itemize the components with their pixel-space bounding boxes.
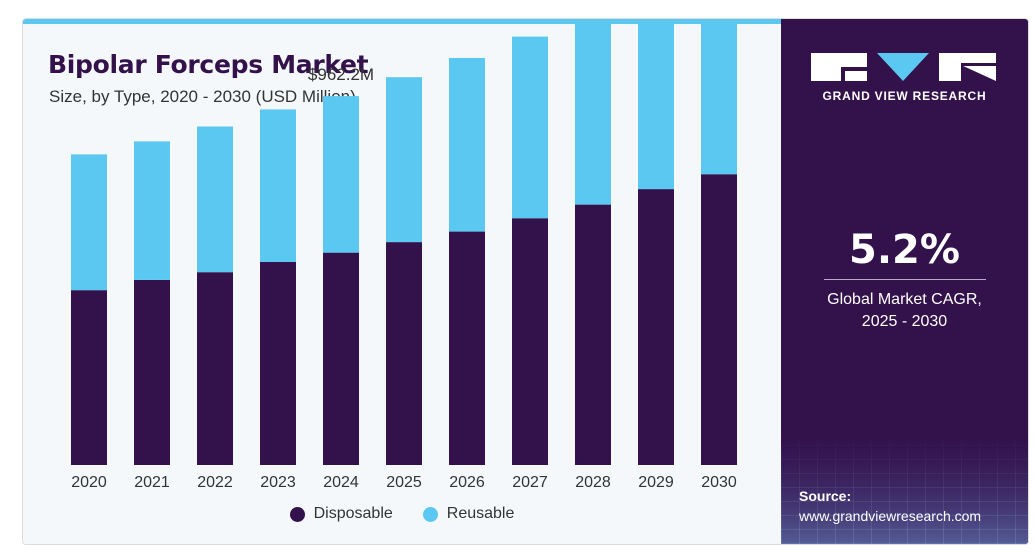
chart-title: Bipolar Forceps Market [48, 50, 369, 79]
cagr-value: 5.2% [849, 227, 960, 273]
source-url[interactable]: www.grandviewresearch.com [799, 508, 982, 524]
x-tick-labels: 2020 2021 2022 2023 2024 2025 2026 2027 2028 2029… [71, 474, 737, 491]
legend-label-disposable: Disposable [313, 505, 393, 522]
bar-disposable-2028 [575, 204, 611, 465]
x-tick-label-2023: 2023 [260, 474, 296, 491]
bar-reusable-2025 [386, 77, 422, 243]
cagr-label: Global Market CAGR, 2025 - 2030 [781, 289, 1028, 333]
bar-reusable-2022 [197, 126, 233, 273]
bar-reusable-2027 [512, 36, 548, 219]
decorative-grid-background [781, 434, 1028, 544]
x-tick-label-2020: 2020 [71, 474, 107, 491]
bar-disposable-2025 [386, 242, 422, 465]
x-tick-label-2027: 2027 [512, 474, 548, 491]
bar-disposable-2021 [134, 279, 170, 465]
x-tick-label-2024: 2024 [323, 474, 359, 491]
x-tick-label-2026: 2026 [449, 474, 485, 491]
bar-reusable-2029 [638, 24, 674, 190]
x-tick-label-2030: 2030 [701, 474, 737, 491]
side-panel: GRAND VIEW RESEARCH 5.2% Global Market C… [781, 19, 1028, 544]
bar-reusable-2024 [323, 96, 359, 253]
grand-view-research-logo [811, 53, 996, 81]
x-tick-label-2029: 2029 [638, 474, 674, 491]
bar-reusable-2020 [71, 154, 107, 291]
x-tick-label-2025: 2025 [386, 474, 422, 491]
bar-reusable-2030 [701, 24, 737, 175]
source-note: Source: www.grandviewresearch.com [799, 486, 981, 526]
bar-disposable-2027 [512, 218, 548, 465]
bar-disposable-2020 [71, 290, 107, 465]
x-tick-label-2028: 2028 [575, 474, 611, 491]
infographic-card: Bipolar Forceps Market Size, by Type, 20… [22, 18, 1029, 545]
x-tick-label-2021: 2021 [134, 474, 170, 491]
legend-swatch-reusable [422, 506, 438, 522]
legend-item-reusable: Reusable [422, 505, 515, 523]
bar-disposable-2023 [260, 261, 296, 465]
x-tick-label-2022: 2022 [197, 474, 233, 491]
chart-subtitle: Size, by Type, 2020 - 2030 (USD Million) [49, 87, 356, 106]
cagr-divider [824, 279, 986, 280]
legend-label-reusable: Reusable [446, 505, 515, 522]
legend-item-disposable: Disposable [289, 505, 393, 523]
source-label: Source: [799, 488, 852, 504]
cagr-label-line1: Global Market CAGR, [827, 291, 982, 308]
bar-reusable-2021 [134, 141, 170, 280]
brand-name: GRAND VIEW RESEARCH [822, 89, 987, 103]
bar-reusable-2026 [449, 57, 485, 232]
bar-disposable-2030 [701, 174, 737, 465]
chart-panel: Bipolar Forceps Market Size, by Type, 20… [23, 19, 781, 544]
bar-reusable-2023 [260, 109, 296, 262]
cagr-label-line2: 2025 - 2030 [861, 313, 948, 330]
bar-disposable-2029 [638, 189, 674, 465]
bar-disposable-2026 [449, 231, 485, 465]
bar-reusable-2028 [575, 24, 611, 205]
legend-swatch-disposable [289, 506, 305, 522]
legend: Disposable Reusable [23, 505, 781, 523]
bar-disposable-2024 [323, 252, 359, 465]
bar-disposable-2022 [197, 272, 233, 465]
